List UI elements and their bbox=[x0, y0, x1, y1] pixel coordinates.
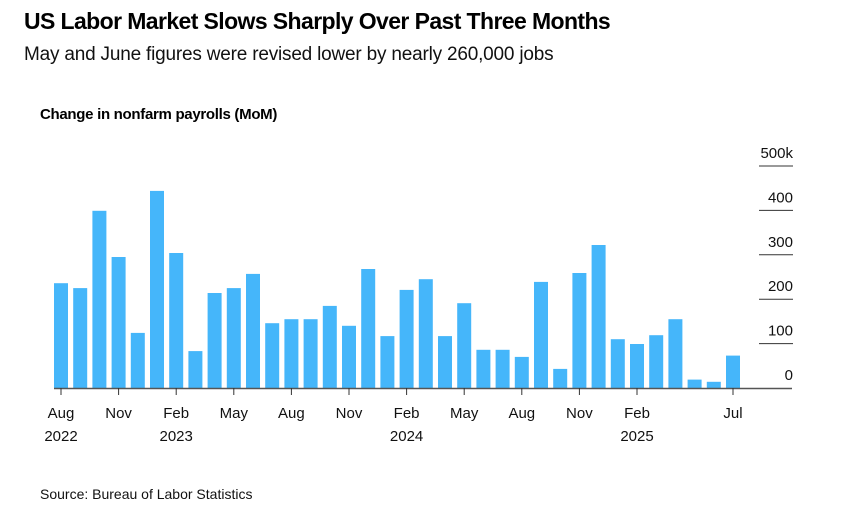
bar: Aug 2024: 70 bbox=[514, 356, 529, 388]
bar: Feb 2025: 99 bbox=[630, 344, 644, 388]
y-tick-label: 400 bbox=[768, 189, 793, 206]
y-tick-label: 100 bbox=[768, 323, 793, 340]
chart-label: Change in nonfarm payrolls (MoM) bbox=[40, 106, 278, 123]
x-tick-label: Feb bbox=[163, 405, 189, 422]
bar: Oct 2022: 399 bbox=[92, 210, 107, 388]
bar: Jan 2025: 110 bbox=[610, 339, 625, 388]
bar: Mar 2025: 119 bbox=[649, 335, 664, 388]
x-tick-year-label: 2023 bbox=[160, 428, 193, 445]
bar: Feb 2024: 221 bbox=[399, 289, 414, 388]
bar: Apr 2023: 214 bbox=[207, 293, 222, 388]
bar: Sep 2022: 225 bbox=[73, 288, 88, 388]
x-tick-label: Aug bbox=[48, 405, 75, 422]
bar: Jul 2024: 86 bbox=[495, 349, 510, 388]
bar: Mar 2024: 245 bbox=[418, 279, 433, 388]
bar: Dec 2022: 124 bbox=[130, 332, 145, 388]
bar: Jun 2025: 14 bbox=[706, 381, 721, 388]
bar: Dec 2023: 268 bbox=[361, 269, 376, 388]
x-tick-year-label: 2025 bbox=[620, 428, 653, 445]
x-tick-label: May bbox=[450, 405, 479, 422]
y-tick-label: 500k bbox=[760, 145, 793, 162]
bar: May 2025: 19 bbox=[687, 379, 702, 388]
x-tick-label: Nov bbox=[566, 405, 593, 422]
bar: May 2024: 191 bbox=[457, 303, 472, 388]
chart-subtitle: May and June figures were revised lower … bbox=[24, 44, 554, 65]
bar: Jul 2025: 73 bbox=[726, 355, 740, 388]
bar: Aug 2022: 236 bbox=[54, 283, 68, 388]
bar: Jan 2024: 117 bbox=[380, 336, 395, 388]
x-tick-label: Aug bbox=[278, 405, 305, 422]
bar: Jul 2023: 146 bbox=[265, 323, 280, 388]
x-tick-year-label: 2024 bbox=[390, 428, 423, 445]
bar: Nov 2022: 295 bbox=[111, 257, 126, 388]
bar: Oct 2023: 185 bbox=[322, 305, 337, 388]
y-tick-label: 200 bbox=[768, 278, 793, 295]
bar: Sep 2024: 239 bbox=[534, 281, 548, 388]
x-tick-label: Nov bbox=[105, 405, 132, 422]
bar: Oct 2024: 43 bbox=[553, 368, 568, 388]
y-tick-label: 300 bbox=[768, 234, 793, 251]
bar: Jun 2024: 86 bbox=[476, 349, 491, 388]
bar: Sep 2023: 155 bbox=[303, 319, 318, 388]
y-tick-label: 0 bbox=[785, 367, 793, 384]
x-tick-label: Aug bbox=[508, 405, 535, 422]
bar: Feb 2023: 304 bbox=[169, 253, 184, 388]
bar: Jan 2023: 444 bbox=[150, 190, 164, 388]
bar: May 2023: 225 bbox=[226, 288, 241, 388]
x-tick-label: Feb bbox=[394, 405, 420, 422]
x-tick-label: May bbox=[220, 405, 249, 422]
bar: Nov 2023: 140 bbox=[342, 325, 356, 388]
x-axis: Aug 2022 Nov Feb 2023 May Aug Nov Feb 2024 May Aug N… bbox=[44, 387, 792, 445]
bar: Jun 2023: 257 bbox=[246, 273, 260, 388]
x-tick-label: Nov bbox=[336, 405, 363, 422]
x-tick-label: Feb bbox=[624, 405, 650, 422]
x-tick-year-label: 2022 bbox=[44, 428, 77, 445]
source-note: Source: Bureau of Labor Statistics bbox=[40, 486, 253, 502]
y-axis: 500k 400 300 200 100 0 bbox=[759, 145, 793, 384]
bar: Apr 2025: 155 bbox=[668, 319, 683, 388]
x-tick-label: Jul bbox=[723, 405, 742, 422]
bars-group: Aug 2022: 236 Sep 2022: 225 Oct 2022: 399 N… bbox=[54, 190, 740, 388]
bar: Mar 2023: 83 bbox=[188, 351, 203, 388]
bar: Apr 2024: 117 bbox=[438, 336, 452, 388]
bar: Aug 2023: 155 bbox=[284, 319, 299, 388]
bar: Nov 2024: 259 bbox=[572, 273, 587, 388]
bar: Dec 2024: 322 bbox=[591, 245, 606, 388]
chart-title: US Labor Market Slows Sharply Over Past … bbox=[24, 8, 611, 34]
